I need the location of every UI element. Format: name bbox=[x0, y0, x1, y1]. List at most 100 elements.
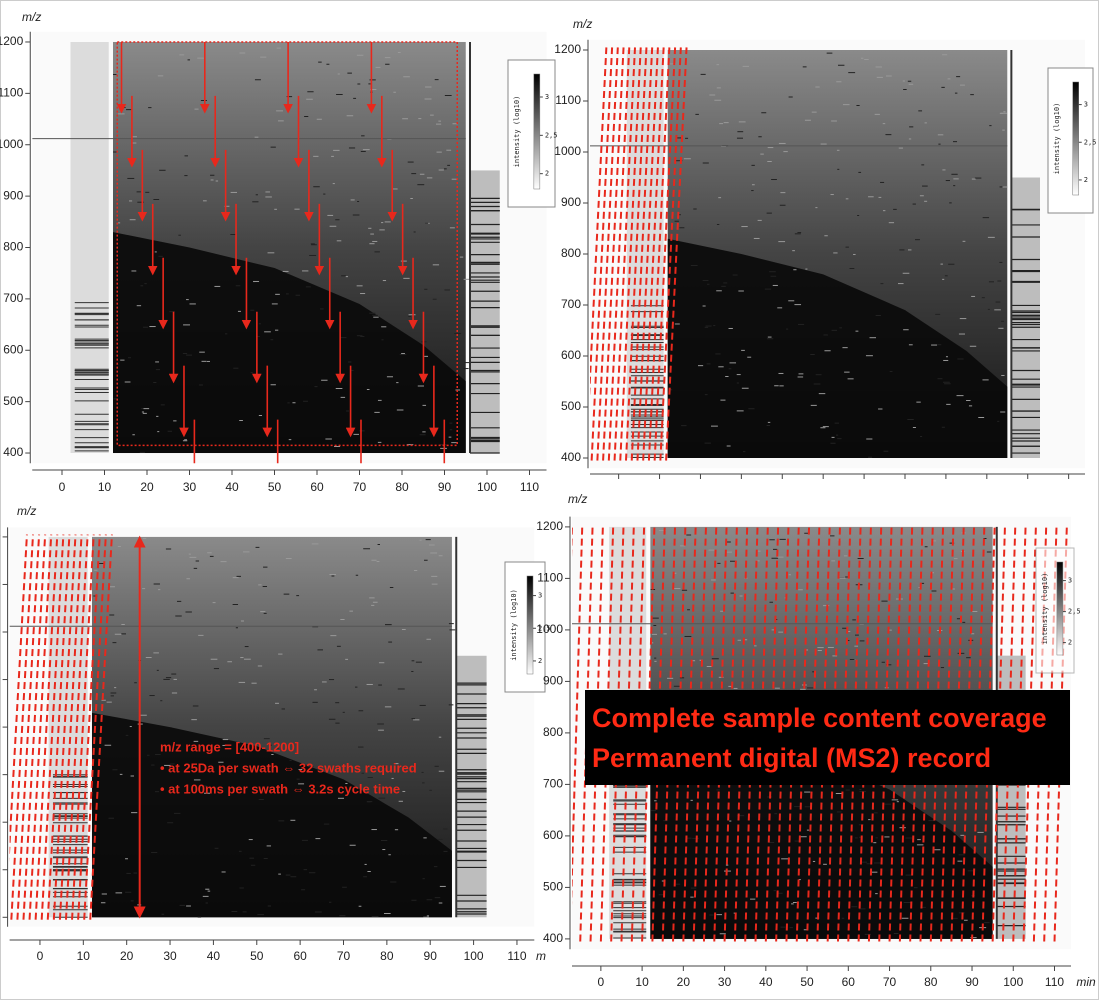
late-column bbox=[456, 655, 487, 918]
y-tick-label: 1200 bbox=[0, 529, 1, 543]
swath bbox=[806, 524, 821, 942]
colorbar-tick-label: 2,5 bbox=[1084, 138, 1097, 146]
x-tick-label: 20 bbox=[140, 480, 154, 494]
x-tick-label: 40 bbox=[225, 480, 239, 494]
x-tick-label: 90 bbox=[965, 975, 979, 989]
swath bbox=[659, 47, 682, 461]
swath bbox=[22, 534, 47, 920]
dense-region bbox=[113, 232, 466, 454]
swath bbox=[619, 47, 642, 461]
swath bbox=[16, 534, 41, 920]
colorbar-frame bbox=[507, 59, 556, 208]
colorbar-scale bbox=[526, 575, 534, 675]
swath bbox=[971, 524, 986, 942]
swath bbox=[764, 524, 780, 942]
x-tick-label: 20 bbox=[677, 975, 691, 989]
swath bbox=[647, 47, 671, 461]
swath bbox=[607, 47, 631, 461]
callout-text: Permanent digital (MS2) record bbox=[592, 743, 991, 773]
panel: 400 500 600 700 800 900 1000 1100 1200 0 10 20 30 40 5… bbox=[0, 504, 551, 963]
x-tick-label: 0 bbox=[59, 480, 66, 494]
y-tick-label: 600 bbox=[3, 342, 23, 356]
dense-region bbox=[667, 238, 1008, 458]
y-tick-label: 600 bbox=[0, 814, 1, 828]
colorbar-tick-label: 2,5 bbox=[545, 131, 558, 139]
y-tick-label: 1200 bbox=[0, 34, 24, 48]
swath bbox=[641, 524, 656, 942]
panel: 400 500 600 700 800 900 1000 1100 1200 0 10 20 30 40 5… bbox=[536, 492, 1096, 989]
callout-box bbox=[585, 690, 1070, 785]
x-tick-label: 30 bbox=[163, 949, 177, 963]
colorbar-scale bbox=[1056, 561, 1064, 656]
x-tick-label: 100 bbox=[1003, 975, 1023, 989]
x-tick-label: 80 bbox=[395, 480, 409, 494]
swath bbox=[1012, 524, 1027, 942]
swath bbox=[795, 524, 811, 942]
swath bbox=[826, 524, 842, 942]
y-tick-label: 700 bbox=[543, 777, 563, 791]
colorbar-tick-label: 2 bbox=[1084, 176, 1088, 184]
swath bbox=[28, 534, 53, 920]
x-tick-label: 50 bbox=[250, 949, 264, 963]
swath bbox=[636, 47, 659, 461]
y-tick-label: 1200 bbox=[536, 519, 563, 533]
swath bbox=[590, 47, 608, 399]
y-tick-label: 1000 bbox=[554, 144, 581, 158]
swath bbox=[847, 524, 862, 942]
swath bbox=[702, 524, 718, 942]
colorbar-scale bbox=[1072, 81, 1079, 196]
panel: 400 500 600 700 800 900 1000 1100 1200 0 10 20 30 40 5… bbox=[0, 10, 558, 494]
y-tick-label: 800 bbox=[543, 725, 563, 739]
x-tick-label: 0 bbox=[37, 949, 44, 963]
x-tick-label: 20 bbox=[120, 949, 134, 963]
colorbar-tick-label: 3 bbox=[1068, 577, 1072, 585]
swath bbox=[816, 524, 831, 942]
y-tick-label: 1000 bbox=[0, 137, 24, 151]
swath bbox=[940, 524, 955, 942]
x-tick-label: 40 bbox=[759, 975, 773, 989]
y-tick-label: 900 bbox=[561, 195, 581, 209]
swath bbox=[878, 524, 893, 942]
y-axis-label: m/z bbox=[22, 10, 41, 24]
colorbar-frame bbox=[504, 561, 546, 693]
acquisition-window bbox=[116, 41, 458, 447]
colorbar-label: intensity (log10) bbox=[1053, 103, 1061, 175]
annotation: • at 100ms per swath ⇔ 3.2s cycle time bbox=[160, 781, 400, 796]
swath bbox=[630, 524, 646, 942]
annotation: • at 25Da per swath ⇔ 32 swaths required bbox=[160, 760, 417, 775]
colorbar-tick-label: 3 bbox=[538, 592, 542, 600]
y-tick-label: 800 bbox=[0, 719, 1, 733]
y-tick-label: 1100 bbox=[0, 577, 1, 591]
y-tick-label: 1000 bbox=[0, 624, 1, 638]
x-tick-label: 90 bbox=[424, 949, 438, 963]
swath bbox=[898, 524, 914, 942]
swath bbox=[723, 524, 738, 942]
y-tick-label: 900 bbox=[0, 672, 1, 686]
colorbar: intensity (log10) 3 2,5 2 bbox=[1047, 67, 1097, 214]
y-tick-label: 400 bbox=[543, 931, 563, 945]
y-tick-label: 500 bbox=[561, 399, 581, 413]
annotation: m/z range = [400-1200] bbox=[160, 739, 299, 754]
swath bbox=[909, 524, 924, 942]
colorbar-label: intensity (log10) bbox=[1041, 573, 1049, 645]
y-tick-label: 400 bbox=[561, 450, 581, 464]
swath bbox=[919, 524, 934, 942]
early-column bbox=[70, 41, 109, 454]
swath bbox=[77, 534, 101, 920]
colorbar: intensity (log10) 3 2,5 2 bbox=[507, 59, 558, 208]
colorbar-tick-label: 3 bbox=[1084, 101, 1088, 109]
swath bbox=[625, 47, 648, 461]
swath bbox=[836, 524, 852, 942]
x-axis-label: min bbox=[1076, 975, 1096, 989]
x-tick-label: 10 bbox=[635, 975, 649, 989]
y-tick-label: 800 bbox=[561, 246, 581, 260]
swath bbox=[950, 524, 965, 942]
swath bbox=[991, 524, 1007, 942]
early-column bbox=[48, 536, 88, 918]
x-tick-label: 50 bbox=[800, 975, 814, 989]
y-tick-label: 1100 bbox=[537, 571, 563, 585]
swath bbox=[34, 534, 59, 920]
y-tick-label: 600 bbox=[561, 348, 581, 362]
x-tick-label: 10 bbox=[98, 480, 112, 494]
